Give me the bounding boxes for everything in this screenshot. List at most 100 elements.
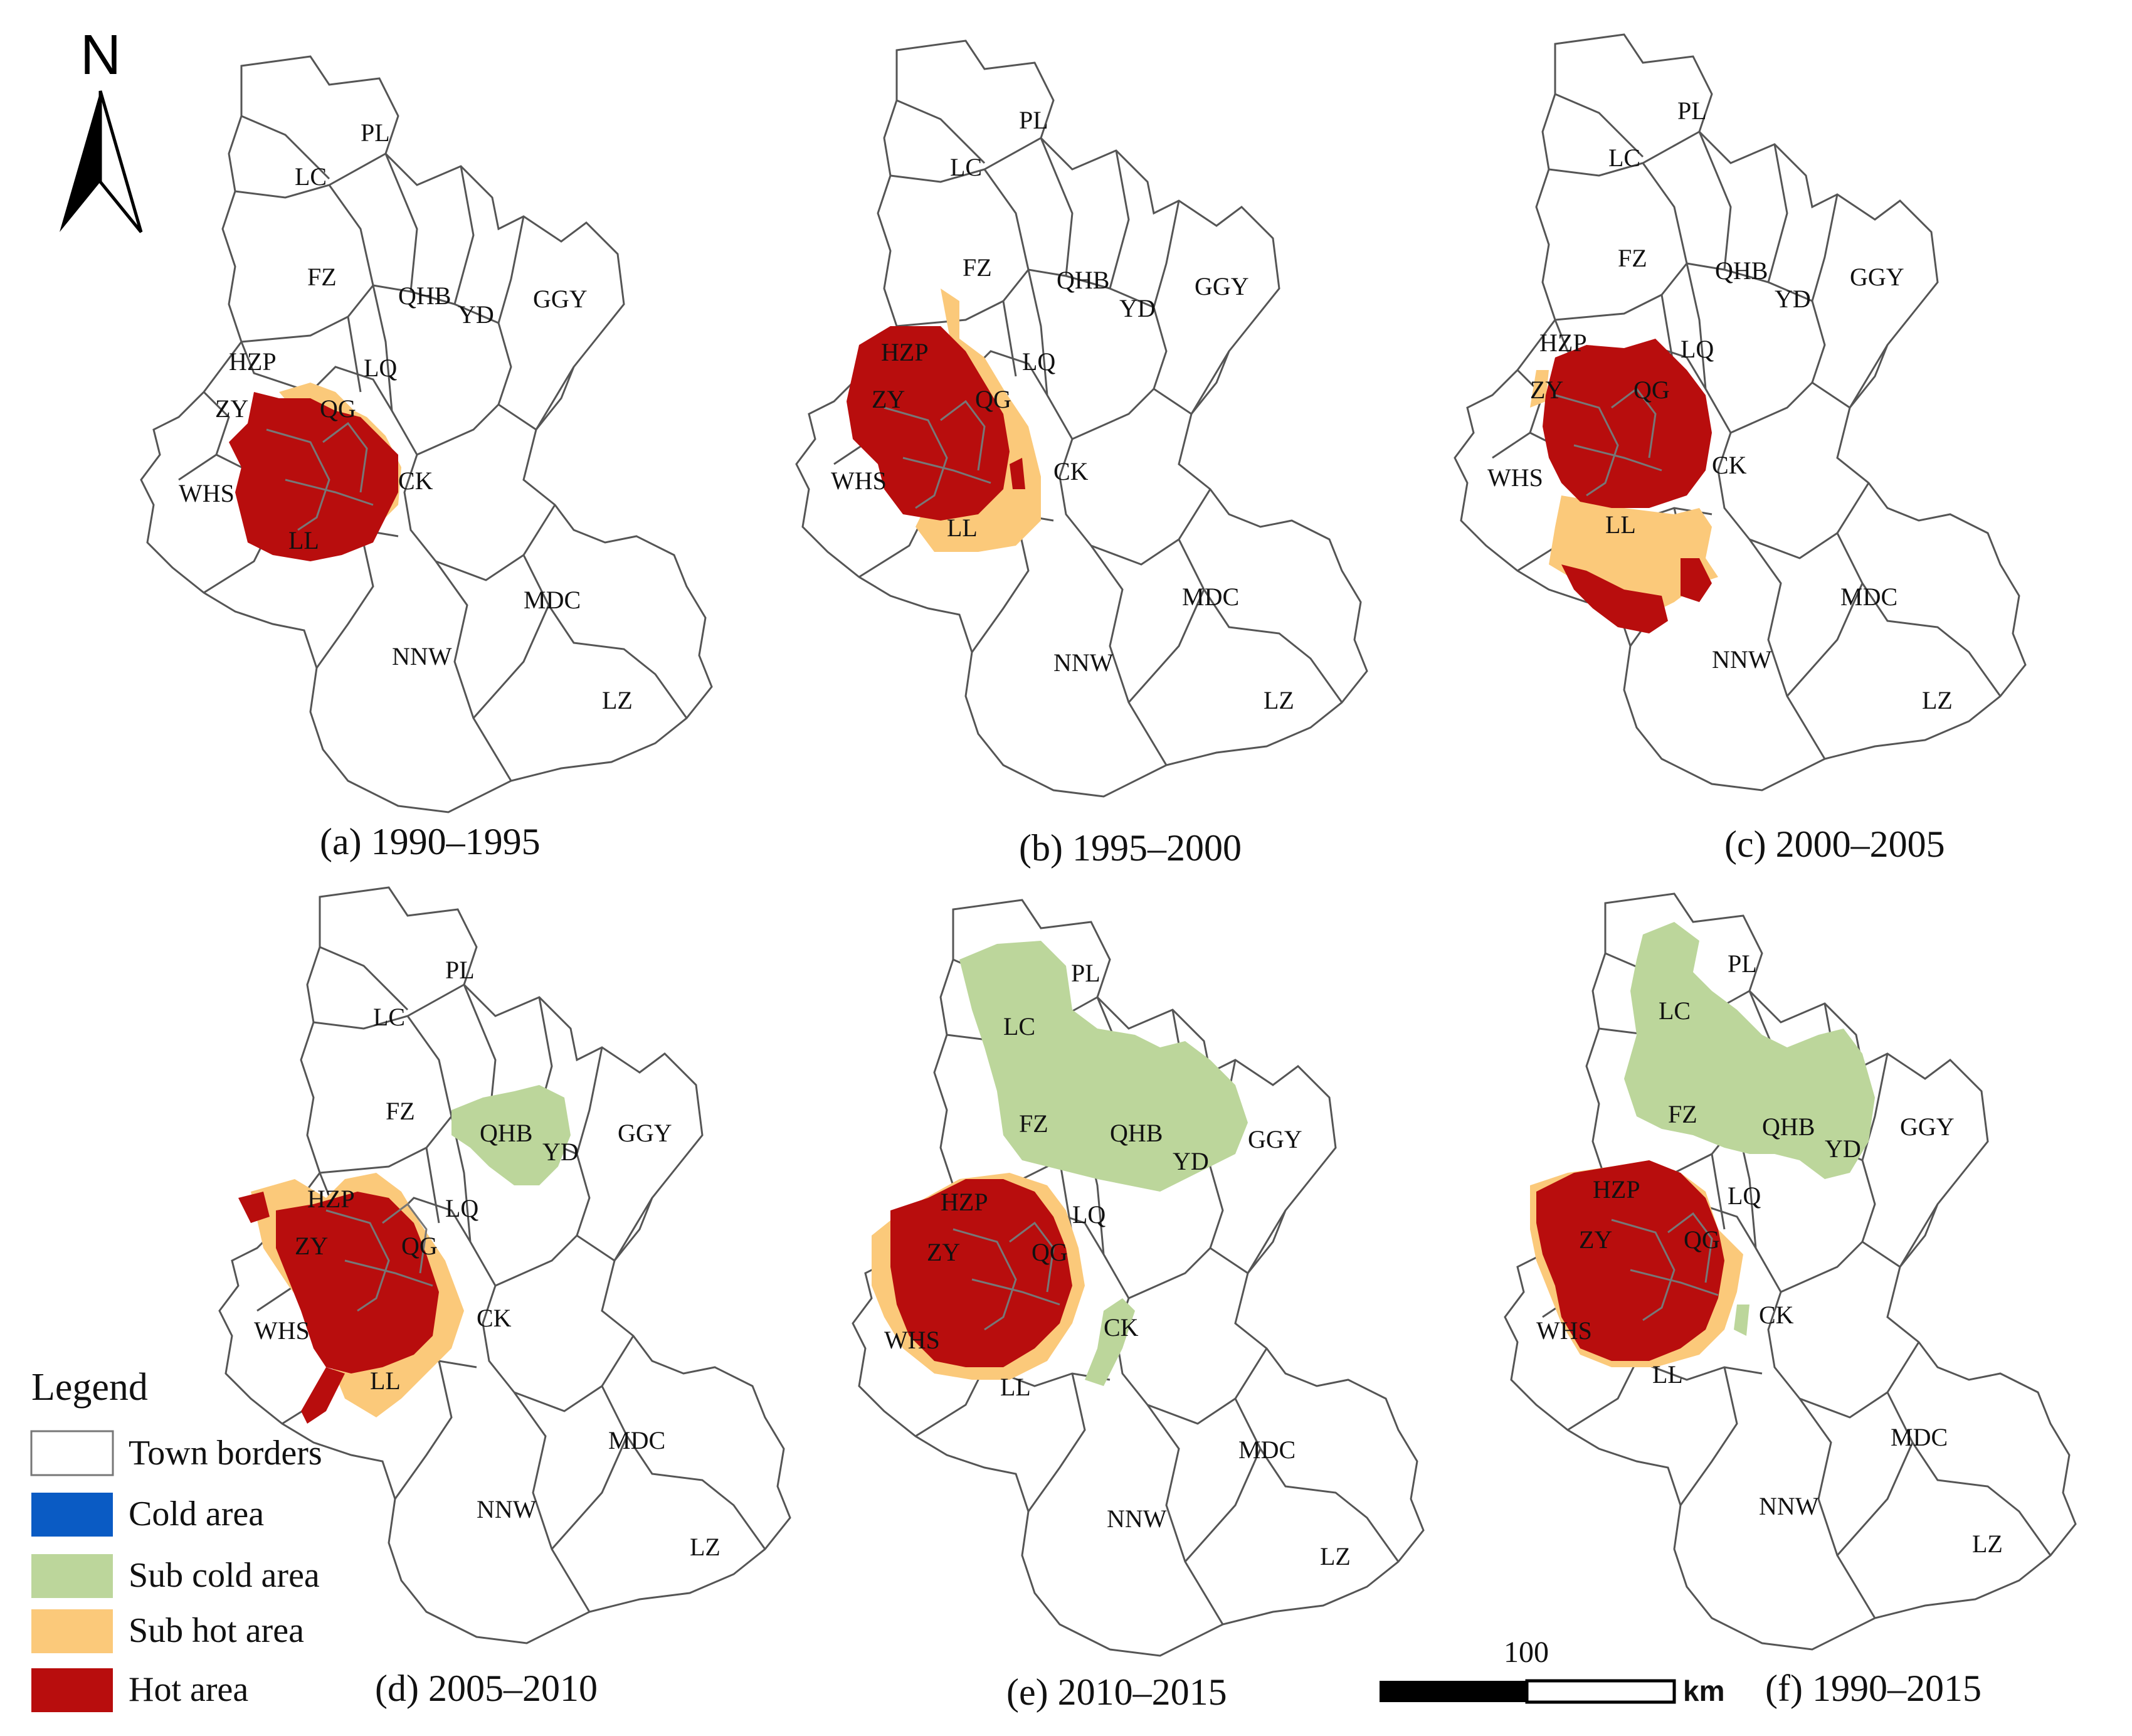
label-LQ: LQ	[1022, 347, 1055, 376]
label-YD: YD	[458, 300, 494, 329]
label-QG: QG	[1032, 1238, 1068, 1266]
legend-title: Legend	[31, 1366, 148, 1409]
caption-d: (d) 2005–2010	[375, 1668, 598, 1709]
label-HZP: HZP	[941, 1188, 988, 1216]
caption-a: (a) 1990–1995	[320, 821, 541, 862]
legend-item-sub-cold-area: Sub cold area	[31, 1554, 320, 1598]
town-labels-c: PL LC FZ QHB YD GGY HZP LQ ZY QG WHS CK …	[1487, 97, 1953, 714]
panel-a: PL LC FZ QHB YD GGY HZP LQ ZY QG WHS CK …	[140, 55, 713, 813]
label-PL: PL	[1019, 106, 1048, 134]
label-LQ: LQ	[445, 1194, 478, 1222]
hot-area-c-south	[1561, 564, 1668, 633]
label-HZP: HZP	[229, 347, 277, 376]
label-HZP: HZP	[881, 338, 929, 366]
label-ZY: ZY	[872, 385, 905, 413]
label-CK: CK	[1053, 457, 1089, 485]
label-LC: LC	[950, 153, 982, 181]
label-MDC: MDC	[1238, 1436, 1296, 1464]
scale-bar: 100 km	[1380, 1636, 1724, 1707]
legend-label-hot-area: Hot area	[129, 1670, 248, 1709]
caption-c: (c) 2000–2005	[1724, 823, 1945, 865]
label-WHS: WHS	[884, 1326, 940, 1354]
label-YD: YD	[1775, 285, 1811, 313]
caption-b: (b) 1995–2000	[1019, 827, 1242, 869]
hot-area-e	[890, 1179, 1072, 1367]
legend-label-town-borders: Town borders	[129, 1434, 322, 1473]
town-labels-b: PL LC FZ QHB YD GGY HZP LQ ZY QG WHS CK …	[831, 106, 1294, 714]
label-YD: YD	[542, 1138, 579, 1166]
label-FZ: FZ	[1668, 1100, 1697, 1128]
label-LQ: LQ	[1072, 1200, 1106, 1229]
label-NNW: NNW	[1712, 645, 1772, 674]
label-ZY: ZY	[1579, 1225, 1612, 1254]
label-MDC: MDC	[1182, 583, 1239, 611]
sub-cold-area-d	[451, 1085, 571, 1185]
panel-e: PL LC FZ QHB YD GGY HZP LQ ZY QG WHS CK …	[852, 899, 1425, 1657]
label-LL: LL	[1605, 511, 1636, 539]
town-labels-e: PL LC FZ QHB YD GGY HZP LQ ZY QG WHS CK …	[884, 959, 1351, 1570]
label-YD: YD	[1825, 1135, 1861, 1163]
label-MDC: MDC	[1840, 583, 1897, 611]
label-WHS: WHS	[254, 1316, 310, 1345]
label-GGY: GGY	[533, 285, 588, 313]
label-QHB: QHB	[1715, 257, 1768, 285]
label-GGY: GGY	[1850, 263, 1904, 291]
label-LQ: LQ	[1728, 1182, 1761, 1210]
label-LC: LC	[295, 162, 327, 191]
label-GGY: GGY	[1195, 272, 1249, 300]
legend-item-sub-hot-area: Sub hot area	[31, 1609, 304, 1653]
legend: Legend Town borders Cold area Sub cold a…	[30, 1366, 322, 1712]
scale-unit: km	[1683, 1675, 1724, 1707]
town-labels-a: PL LC FZ QHB YD GGY HZP LQ ZY QG WHS CK …	[179, 119, 633, 714]
label-QHB: QHB	[1762, 1113, 1815, 1141]
label-CK: CK	[1712, 451, 1747, 479]
label-LQ: LQ	[364, 354, 397, 382]
town-labels-d: PL LC FZ QHB YD GGY HZP LQ ZY QG WHS CK …	[254, 956, 720, 1561]
swatch-sub-cold-area	[31, 1554, 113, 1598]
label-MDC: MDC	[524, 586, 581, 614]
label-HZP: HZP	[1539, 329, 1587, 357]
label-QG: QG	[1684, 1225, 1720, 1254]
label-QG: QG	[1633, 376, 1670, 404]
hot-area-c-core	[1543, 339, 1712, 508]
hot-area-f	[1536, 1160, 1724, 1361]
label-FZ: FZ	[963, 253, 992, 282]
label-NNW: NNW	[1107, 1505, 1167, 1533]
hot-area-b	[847, 326, 1010, 521]
legend-item-hot-area: Hot area	[31, 1668, 248, 1712]
label-WHS: WHS	[1487, 463, 1543, 492]
label-LZ: LZ	[690, 1533, 720, 1561]
label-ZY: ZY	[215, 394, 248, 423]
swatch-hot-area	[31, 1668, 113, 1712]
label-YD: YD	[1173, 1147, 1209, 1175]
legend-item-cold-area: Cold area	[31, 1493, 264, 1537]
label-LZ: LZ	[602, 686, 633, 714]
label-LL: LL	[1652, 1360, 1683, 1389]
label-FZ: FZ	[386, 1097, 415, 1125]
label-LZ: LZ	[1922, 686, 1953, 714]
panel-d: PL LC FZ QHB YD GGY HZP LQ ZY QG WHS CK …	[218, 886, 791, 1644]
label-LC: LC	[373, 1003, 405, 1031]
label-NNW: NNW	[1053, 648, 1114, 677]
label-LZ: LZ	[1320, 1542, 1351, 1570]
swatch-cold-area	[31, 1493, 113, 1537]
label-YD: YD	[1119, 294, 1156, 322]
label-FZ: FZ	[307, 263, 337, 291]
label-NNW: NNW	[1759, 1492, 1819, 1520]
scale-value: 100	[1504, 1636, 1549, 1669]
label-QG: QG	[975, 385, 1011, 413]
label-LC: LC	[1003, 1012, 1035, 1040]
label-LL: LL	[947, 514, 978, 542]
label-ZY: ZY	[295, 1232, 328, 1260]
label-ZY: ZY	[927, 1238, 960, 1266]
sub-hot-area-c-west	[1530, 370, 1549, 408]
label-HZP: HZP	[307, 1185, 355, 1213]
legend-label-sub-cold-area: Sub cold area	[129, 1556, 320, 1595]
label-ZY: ZY	[1530, 376, 1563, 404]
town-labels-f: PL LC FZ QHB YD GGY HZP LQ ZY QG WHS CK …	[1536, 950, 2003, 1558]
label-WHS: WHS	[1536, 1316, 1592, 1345]
label-QHB: QHB	[1110, 1119, 1163, 1147]
label-CK: CK	[1104, 1313, 1139, 1342]
sub-cold-area-e-south	[1085, 1298, 1135, 1386]
sub-cold-area-e	[959, 941, 1248, 1192]
